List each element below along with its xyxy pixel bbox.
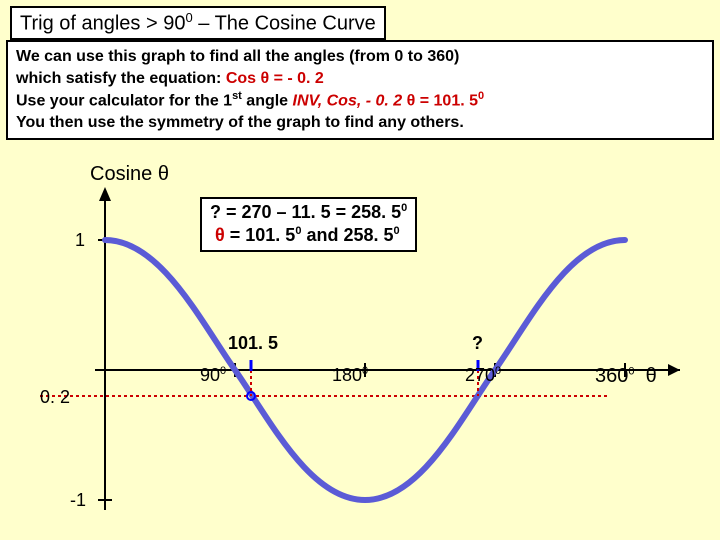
graph-area: Cosine θ 1 0. 2 -1 101. 5 ? 900 1800 270… xyxy=(40,165,700,530)
y-tick-bot: -1 xyxy=(70,490,86,511)
x-tick-360: 360 xyxy=(595,365,628,387)
title-prefix: Trig of angles > 90 xyxy=(20,13,185,35)
explain-l1: We can use this graph to find all the an… xyxy=(16,48,459,65)
explain-l3sup: st xyxy=(232,90,242,102)
x-tick-360-sup: 0 xyxy=(628,365,634,377)
explain-l3dsup: 0 xyxy=(478,90,484,102)
slide-title: Trig of angles > 900 – The Cosine Curve xyxy=(10,6,386,40)
mark-label-1: 101. 5 xyxy=(228,333,278,354)
x-tick-270: 270 xyxy=(465,365,495,385)
x-tick-90-sup: 0 xyxy=(220,365,226,377)
x-tick-180: 180 xyxy=(332,365,362,385)
y-tick-neg: 0. 2 xyxy=(40,387,70,408)
explain-l3b: angle xyxy=(242,93,293,110)
formula-b1: θ xyxy=(215,225,225,245)
formula-b3sup: 0 xyxy=(394,225,400,237)
explain-l2a: which satisfy the equation: xyxy=(16,70,226,87)
formula-b3: and 258. 5 xyxy=(301,225,393,245)
x-tick-180-sup: 0 xyxy=(362,365,368,377)
y-tick-1: 1 xyxy=(75,230,85,251)
formula-a: ? = 270 – 11. 5 = 258. 5 xyxy=(210,202,401,222)
x-tick-90: 90 xyxy=(200,365,220,385)
formula-b2: = 101. 5 xyxy=(225,225,296,245)
mark-label-2: ? xyxy=(472,333,483,354)
theta-symbol: θ xyxy=(646,365,657,387)
formula-box: ? = 270 – 11. 5 = 258. 50 θ = 101. 50 an… xyxy=(200,197,417,252)
explain-l3d: θ = 101. 5 xyxy=(402,93,478,110)
explain-l2b: Cos θ = - 0. 2 xyxy=(226,70,324,87)
title-suffix: – The Cosine Curve xyxy=(193,13,376,35)
title-sup: 0 xyxy=(185,10,192,25)
explain-l4: You then use the symmetry of the graph t… xyxy=(16,114,464,131)
formula-asup: 0 xyxy=(401,202,407,214)
explain-l3c: INV, Cos, - 0. 2 xyxy=(293,93,403,110)
explain-box: We can use this graph to find all the an… xyxy=(6,40,714,140)
x-tick-270-sup: 0 xyxy=(495,365,501,377)
explain-l3a: Use your calculator for the 1 xyxy=(16,93,232,110)
